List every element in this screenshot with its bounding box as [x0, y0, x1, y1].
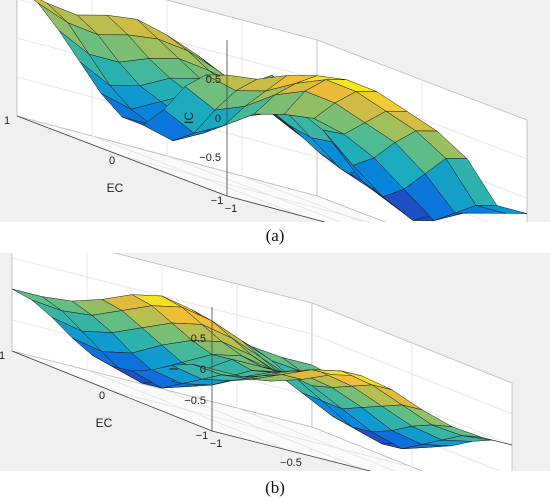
y-axis-line [11, 350, 213, 432]
z-axis-label: IC [182, 112, 196, 124]
z-tick-label: 0 [200, 364, 206, 376]
surface-plot-b-panel: −0.500.5−1−0.500.51−101EECI [0, 253, 550, 471]
x-tick-label: −0.5 [280, 457, 302, 469]
y-axis-line [16, 115, 228, 197]
figure-caption-a: (a) [265, 226, 285, 245]
x-tick-label: −1 [210, 438, 223, 450]
y-gridline [111, 390, 413, 468]
surface-mesh [33, 0, 528, 221]
y-gridline [121, 155, 372, 222]
x-axis-line [226, 195, 327, 222]
z-tick-label: 0.5 [191, 333, 206, 345]
y-tick-label: 0 [109, 155, 115, 167]
surface-plot-a: −0.500.5−1−0.500.51−101EECIC [4, 0, 528, 222]
surface-patch [475, 205, 528, 214]
z-tick-label: −0.5 [199, 152, 221, 164]
z-tick-label: 0.5 [206, 74, 221, 86]
x-axis-line [211, 430, 372, 471]
y-axis-label: EC [96, 416, 113, 430]
y-tick-label: 1 [4, 115, 10, 127]
surface-patch [461, 435, 513, 446]
surface-plot-b: −0.500.5−1−0.500.51−101EECI [0, 253, 513, 471]
z-axis-label: I [167, 367, 181, 370]
y-tick-label: −1 [196, 430, 209, 442]
y-axis-label: EC [107, 181, 124, 195]
figure-caption-b: (b) [265, 478, 285, 497]
surface-mesh [11, 288, 513, 450]
x-tick-label: −1 [225, 203, 238, 215]
axis-ticks: −0.500.5−1−0.500.51−101EECI [0, 307, 372, 471]
y-tick-label: 1 [0, 350, 5, 362]
z-tick-label: −0.5 [184, 395, 206, 407]
y-tick-label: −1 [211, 195, 224, 207]
z-gridline [11, 257, 513, 415]
z-tick-label: 0 [215, 113, 221, 125]
axis-ticks: −0.500.5−1−0.500.51−101EECIC [4, 40, 327, 222]
surface-plot-a-panel: −0.500.5−1−0.500.51−101EECIC [0, 0, 550, 222]
y-tick-label: 0 [99, 390, 105, 402]
